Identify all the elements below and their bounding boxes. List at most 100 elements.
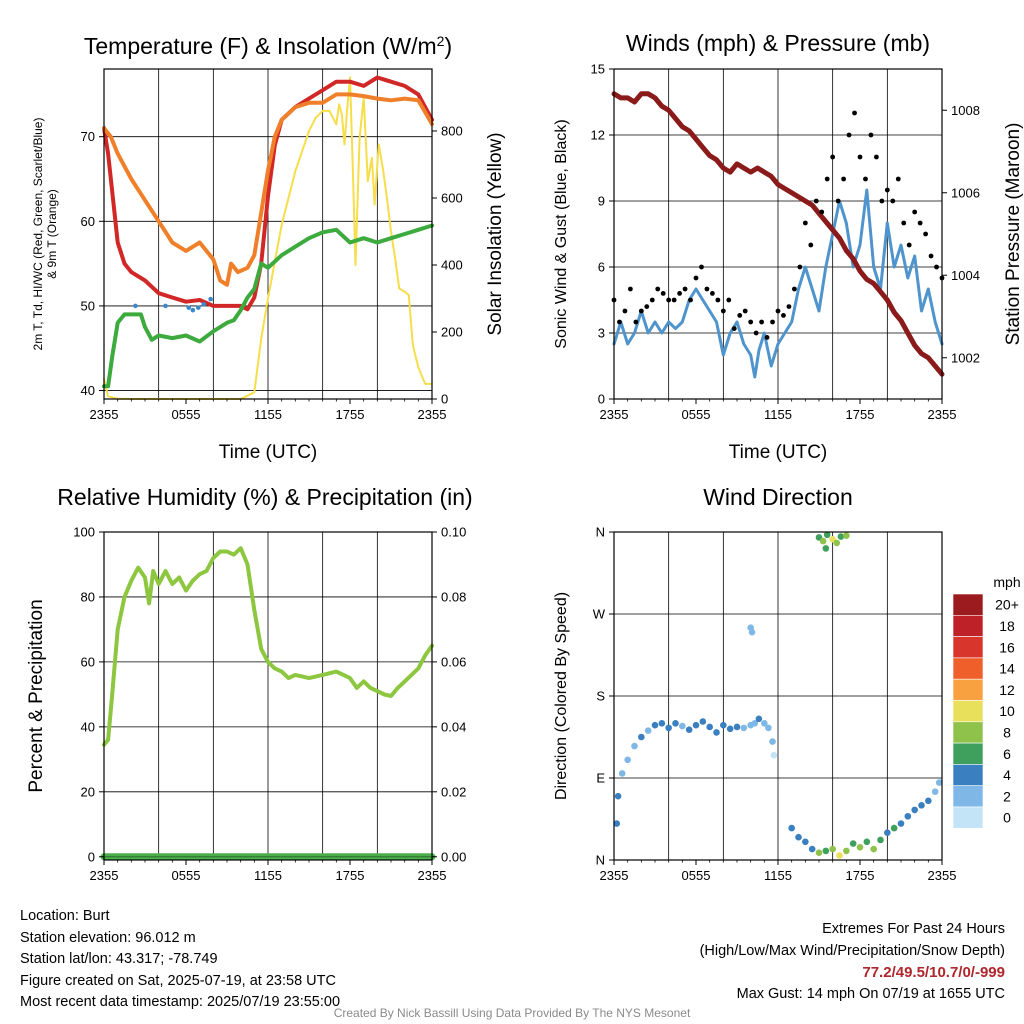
data-point [788,824,795,832]
recent-timestamp: Most recent data timestamp: 2025/07/19 2… [20,994,341,1010]
y-tick-label: 0 [88,849,95,864]
extremes-subtitle: (High/Low/Max Wind/Precipitation/Snow De… [699,942,1005,959]
data-point [710,291,715,296]
data-point [677,291,682,296]
chart-title: Temperature (F) & Insolation (W/m2) [84,33,452,59]
y-tick-label: 50 [81,298,95,313]
data-point [819,209,825,215]
data-point [879,198,885,204]
data-point [808,242,814,248]
y2-tick-label: 0.00 [441,849,466,864]
extremes-values: 77.2/49.5/10.7/0/-999 [862,964,1005,981]
data-point [868,132,874,138]
x-tick-label: 2355 [418,868,447,883]
data-point [748,628,756,636]
legend-swatch [952,678,984,701]
y2-tick-label: 0.10 [441,525,466,540]
x-tick-label: 1755 [336,868,365,883]
x-tick-label: 1155 [764,407,792,422]
humidity-panel: 2355 0555 1155 1755 2355 0 20 40 60 80 100 0.00 0.02… [26,484,473,883]
extremes-panel: Extremes For Past 24 Hours (High/Low/Max… [700,919,1005,1005]
data-point [863,176,868,182]
data-point [704,286,710,292]
data-point [190,307,196,313]
y2-tick-label: 1008 [951,103,980,118]
data-point [890,198,896,204]
y-tick-label: 3 [598,326,605,341]
legend-label: 14 [999,661,1015,677]
data-point [679,722,686,730]
x-tick-label: 2355 [600,407,629,422]
data-point [843,847,850,855]
data-point [824,176,830,182]
extremes-title: Extremes For Past 24 Hours [822,921,1005,937]
data-point [755,715,763,723]
data-point [856,843,864,851]
data-point [713,729,720,736]
y-tick-label: 20 [81,784,95,799]
y-tick-label: E [596,771,605,786]
data-point [836,852,843,859]
y-tick-label: 40 [81,383,95,398]
y-tick-label: N [596,853,605,868]
data-point [786,304,792,309]
data-point [133,303,138,309]
data-point [751,720,759,727]
data-point [764,335,770,340]
y-tick-label: S [596,689,605,704]
legend-swatch [952,636,984,659]
data-point [795,833,802,841]
data-point [628,286,633,292]
data-point [618,770,626,777]
data-point [935,779,943,786]
data-point [631,742,638,750]
data-point [829,845,836,853]
data-point [186,305,192,310]
x-tick-label: 0555 [682,868,711,883]
data-point [846,132,852,138]
data-point [822,847,830,855]
y2-tick-label: 0.08 [441,589,466,604]
data-point [830,154,836,160]
x-tick-label: 1755 [846,407,875,422]
data-point [196,305,201,310]
data-point [895,176,901,182]
y-tick-label: 80 [81,589,95,604]
series-sonic-wind [612,188,944,379]
data-point [843,532,850,539]
data-point [753,330,759,336]
data-point [822,545,830,552]
chart-title: Relative Humidity (%) & Precipitation (i… [57,484,472,510]
data-point [649,297,655,303]
data-point [877,836,884,844]
data-point [622,308,628,314]
y-axis-label: Sonic Wind & Gust (Blue, Black) [553,119,570,348]
y-tick-label: 9 [598,194,605,209]
legend-label: 4 [1003,767,1011,783]
legend-label: 12 [999,682,1015,698]
data-point [904,812,912,820]
data-point [682,286,688,292]
data-point [651,721,659,729]
data-point [633,319,639,325]
legend-label: 6 [1003,746,1011,762]
data-point [658,720,666,727]
data-point [748,319,754,325]
data-point [742,308,748,314]
data-point [765,724,772,732]
x-axis-label: Time (UTC) [729,442,828,463]
data-point [671,297,677,303]
legend-label: 10 [999,703,1015,719]
legend-swatch [952,785,984,808]
legend-swatch [952,764,984,787]
data-point [660,291,666,296]
data-point [666,297,672,303]
y2-axis-label: Solar Insolation (Yellow) [485,132,506,335]
data-point [918,802,925,809]
legend-swatch [952,614,984,637]
data-point [688,297,693,303]
y2-tick-label: 0.06 [441,654,466,669]
y-tick-label: 0 [598,392,605,407]
y-tick-label: 12 [591,128,605,143]
direction-points [613,531,943,859]
